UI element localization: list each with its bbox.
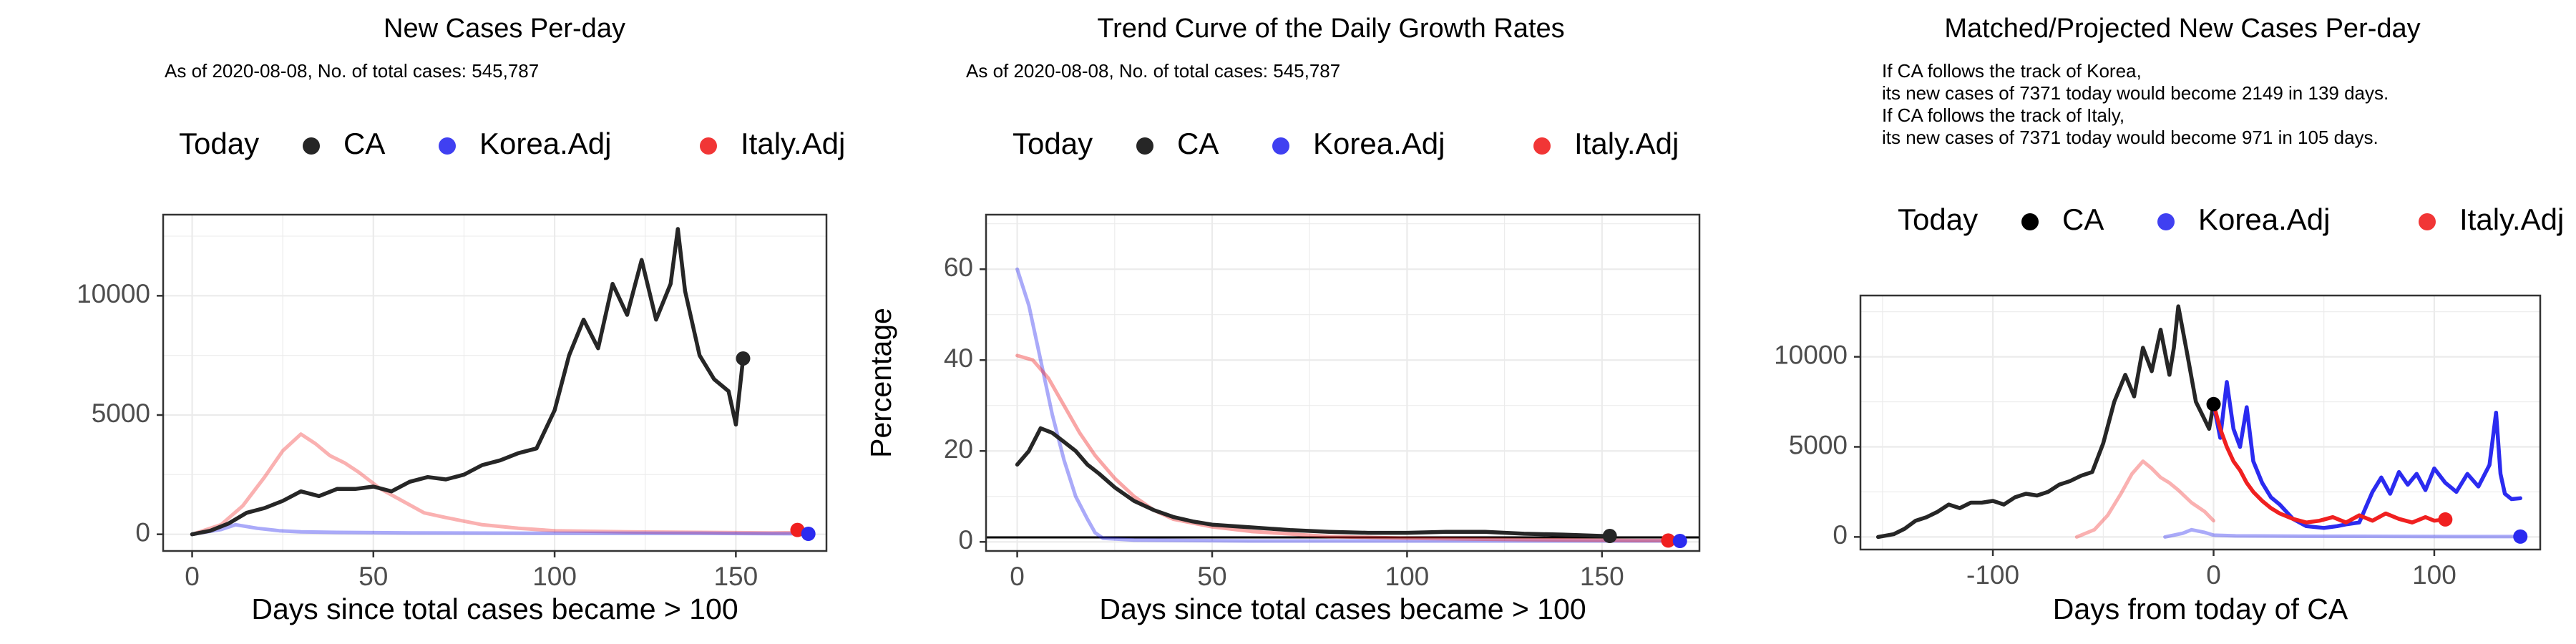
subtitle-line: its new cases of 7371 today would become… (1882, 82, 2389, 104)
legend-marker-korea-adj (1272, 137, 1289, 155)
y-tick-label: 0 (135, 517, 150, 547)
y-tick-label: 5000 (1789, 430, 1848, 459)
panel-title: Matched/Projected New Cases Per-day (1944, 14, 2420, 44)
plot-area: 0 50 100 150 0 20 40 60 (944, 213, 1701, 591)
x-tick-label: 150 (713, 562, 758, 591)
series-line-ca (190, 227, 746, 537)
series-line-korea-adj (190, 522, 811, 537)
legend: Today CA Korea.Adj Italy.Adj (179, 127, 845, 160)
legend-label-italy-adj: Italy.Adj (1574, 127, 1679, 160)
x-tick-label: 50 (358, 562, 388, 591)
legend-label-korea-adj: Korea.Adj (479, 127, 611, 160)
series-line-korea-adj (2211, 380, 2522, 530)
legend-marker-italy-adj (2419, 213, 2436, 230)
series-line-korea-adj-matched-past (2163, 527, 2522, 539)
panel-title: Trend Curve of the Daily Growth Rates (1097, 14, 1564, 44)
y-tick-label: 20 (944, 434, 973, 464)
legend-marker-ca (2021, 213, 2039, 230)
today-point-italy-adj (1661, 533, 1676, 548)
plot-background (163, 215, 826, 551)
today-point-korea-adj (801, 527, 816, 541)
today-point-korea-adj (1672, 534, 1687, 549)
subtitle-line: its new cases of 7371 today would become… (1882, 127, 2379, 148)
plot-area: -100 0 100 0 5000 10000 (1774, 294, 2542, 590)
x-tick-label: 50 (1197, 562, 1226, 591)
legend-label-italy-adj: Italy.Adj (2459, 203, 2564, 236)
today-point-italy-adj (790, 522, 805, 537)
legend: Today CA Korea.Adj Italy.Adj (1898, 203, 2564, 236)
x-tick-label: -100 (1966, 560, 2019, 590)
plot-border (162, 213, 828, 552)
panel-subtitle: As of 2020-08-08, No. of total cases: 54… (966, 60, 1340, 82)
panel-subtitle: As of 2020-08-08, No. of total cases: 54… (165, 60, 539, 82)
legend-title: Today (1898, 203, 1978, 236)
x-tick-label: 100 (532, 562, 577, 591)
y-tick-label: 10000 (1774, 340, 1848, 369)
x-tick-label: 0 (1010, 562, 1025, 591)
legend-label-ca: CA (2062, 203, 2104, 236)
x-tick-label: 0 (185, 562, 200, 591)
today-point-ca (2206, 396, 2221, 411)
legend-label-ca: CA (343, 127, 385, 160)
today-point-italy-adj (2438, 512, 2453, 527)
legend-label-korea-adj: Korea.Adj (2198, 203, 2330, 236)
x-tick-label: 100 (2412, 560, 2457, 590)
plot-border (985, 213, 1701, 552)
legend-label-korea-adj: Korea.Adj (1313, 127, 1445, 160)
legend-marker-italy-adj (1533, 137, 1551, 155)
x-axis-label: Days since total cases became > 100 (1099, 592, 1586, 625)
legend: Today CA Korea.Adj Italy.Adj (1013, 127, 1679, 160)
grid (1860, 296, 2540, 550)
y-tick-label: 0 (958, 525, 973, 555)
subtitle-line: As of 2020-08-08, No. of total cases: 54… (966, 60, 1340, 82)
y-tick-label: 40 (944, 343, 973, 373)
x-axis-label: Days from today of CA (2053, 592, 2348, 625)
legend-title: Today (1013, 127, 1093, 160)
subtitle-line: As of 2020-08-08, No. of total cases: 54… (165, 60, 539, 82)
today-point-ca (1602, 529, 1617, 544)
legend-label-ca: CA (1177, 127, 1219, 160)
legend-marker-ca (1136, 137, 1153, 155)
legend-label-italy-adj: Italy.Adj (741, 127, 845, 160)
plot-background (986, 215, 1699, 551)
plot-background (1860, 296, 2540, 550)
panel-subtitle: If CA follows the track of Korea,its new… (1882, 60, 2389, 148)
subtitle-line: If CA follows the track of Italy, (1882, 104, 2124, 126)
series-line-ca (1015, 426, 1612, 538)
subtitle-line: If CA follows the track of Korea, (1882, 60, 2142, 82)
plot-area: 0 50 100 150 0 5000 10000 (77, 213, 828, 591)
today-point-korea-adj (2513, 529, 2528, 544)
legend-marker-korea-adj (439, 137, 456, 155)
y-axis-label: Percentage (864, 308, 897, 458)
plot-border (1859, 294, 2542, 551)
series-line-italy-adj (2211, 402, 2448, 525)
x-tick-label: 0 (2206, 560, 2221, 590)
legend-marker-korea-adj (2157, 213, 2175, 230)
y-tick-label: 5000 (92, 399, 150, 428)
legend-title: Today (179, 127, 259, 160)
y-tick-label: 0 (1833, 520, 1848, 550)
today-point-ca (736, 351, 751, 366)
legend-marker-italy-adj (700, 137, 717, 155)
series-line-ca (1875, 304, 2216, 540)
grid (986, 215, 1700, 551)
series-line-italy-adj-matched-past (2074, 459, 2215, 539)
x-tick-label: 150 (1580, 562, 1624, 591)
series-line-korea-adj (1015, 267, 1682, 543)
x-tick-label: 100 (1385, 562, 1430, 591)
panel-projected-cases: Matched/Projected New Cases Per-day If C… (1774, 14, 2564, 625)
legend-marker-ca (303, 137, 320, 155)
panel-growth-rates: Trend Curve of the Daily Growth Rates As… (864, 14, 1701, 625)
y-tick-label: 10000 (77, 279, 150, 308)
panel-new-cases: New Cases Per-day As of 2020-08-08, No. … (77, 14, 845, 625)
panel-title: New Cases Per-day (384, 14, 625, 44)
x-axis-label: Days since total cases became > 100 (251, 592, 738, 625)
y-tick-label: 60 (944, 253, 973, 282)
